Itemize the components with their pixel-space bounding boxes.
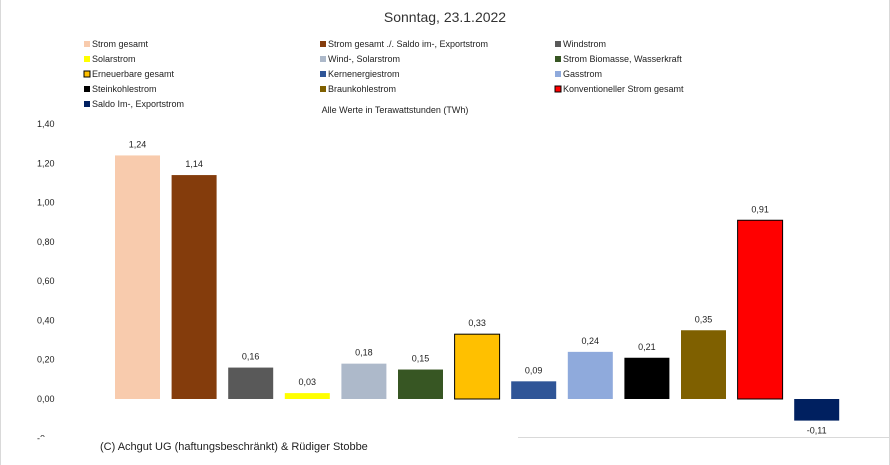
bar-strom-gesamt-saldo-im-exportstrom bbox=[171, 175, 217, 399]
legend-swatch bbox=[554, 85, 562, 93]
legend-item-wind-solarstrom: Wind-, Solarstrom bbox=[320, 54, 400, 64]
bars bbox=[115, 155, 840, 421]
bar-saldo-im-exportstrom bbox=[794, 399, 840, 421]
legend-swatch bbox=[84, 41, 90, 47]
bar-konventioneller-strom-gesamt bbox=[737, 219, 784, 400]
legend-swatch bbox=[320, 41, 326, 47]
data-label: 0,21 bbox=[638, 342, 656, 352]
data-label: 0,09 bbox=[525, 365, 543, 375]
y-tick-label: 0,80 bbox=[37, 237, 55, 247]
legend-label: Solarstrom bbox=[92, 54, 136, 64]
legend-label: Steinkohlestrom bbox=[92, 84, 157, 94]
legend-swatch bbox=[84, 56, 90, 62]
legend-swatch bbox=[320, 56, 326, 62]
bar-gasstrom bbox=[567, 351, 613, 399]
data-labels: 1,24 1,14 0,16 0,03 0,18 0,15 0,33 0,09 0,24 0,21… bbox=[129, 139, 827, 435]
legend-label: Konventioneller Strom gesamt bbox=[563, 84, 684, 94]
legend-item-strom-biomasse-wasserkraft: Strom Biomasse, Wasserkraft bbox=[555, 54, 682, 64]
data-label: 0,03 bbox=[299, 377, 317, 387]
bar-strom-biomasse-wasserkraft bbox=[398, 369, 443, 399]
y-tick-label: 1,40 bbox=[37, 119, 55, 129]
data-label: 0,91 bbox=[751, 204, 769, 214]
bar-erneuerbare-gesamt bbox=[454, 333, 501, 400]
bar-braunkohlestrom bbox=[681, 330, 726, 399]
legend-item-erneuerbare-gesamt: Erneuerbare gesamt bbox=[83, 69, 175, 79]
legend-swatch bbox=[555, 56, 561, 62]
y-tick-label: 0,20 bbox=[37, 355, 55, 365]
legend-swatch bbox=[320, 86, 326, 92]
bar-solarstrom bbox=[284, 393, 330, 399]
legend-label: Windstrom bbox=[563, 39, 606, 49]
y-tick-label: 1,20 bbox=[37, 158, 55, 168]
copyright-backdrop bbox=[40, 437, 518, 465]
legend-item-kernenergiestrom: Kernenergiestrom bbox=[320, 69, 400, 79]
legend: Strom gesamt Strom gesamt ./. Saldo im-, … bbox=[83, 39, 684, 109]
legend-item-strom-gesamt-saldo-im-exportstrom: Strom gesamt ./. Saldo im-, Exportstrom bbox=[320, 39, 488, 49]
data-label: -0,11 bbox=[807, 426, 827, 436]
legend-swatch bbox=[84, 101, 90, 107]
bar-windstrom bbox=[228, 367, 274, 399]
y-tick-label: 0,00 bbox=[37, 394, 55, 404]
bar-strom-gesamt bbox=[115, 155, 160, 399]
legend-label: Braunkohlestrom bbox=[328, 84, 396, 94]
legend-label: Saldo Im-, Exportstrom bbox=[92, 99, 184, 109]
legend-label: Strom Biomasse, Wasserkraft bbox=[563, 54, 682, 64]
legend-item-solarstrom: Solarstrom bbox=[84, 54, 136, 64]
legend-swatch bbox=[555, 41, 561, 47]
y-tick-label: 1,00 bbox=[37, 198, 55, 208]
data-label: 0,18 bbox=[355, 348, 373, 358]
legend-swatch bbox=[320, 71, 326, 77]
data-label: 0,35 bbox=[695, 314, 713, 324]
legend-label: Gasstrom bbox=[563, 69, 602, 79]
legend-label: Kernenergiestrom bbox=[328, 69, 400, 79]
legend-item-gasstrom: Gasstrom bbox=[555, 69, 602, 79]
legend-item-strom-gesamt: Strom gesamt bbox=[84, 39, 149, 49]
legend-swatch bbox=[83, 70, 91, 78]
legend-label: Strom gesamt ./. Saldo im-, Exportstrom bbox=[328, 39, 488, 49]
data-label: 0,15 bbox=[412, 354, 430, 364]
y-tick-label: 0,40 bbox=[37, 315, 55, 325]
legend-item-steinkohlestrom: Steinkohlestrom bbox=[84, 84, 157, 94]
legend-item-windstrom: Windstrom bbox=[555, 39, 606, 49]
data-label: 0,16 bbox=[242, 352, 260, 362]
chart-title: Sonntag, 23.1.2022 bbox=[384, 9, 506, 25]
legend-item-braunkohlestrom: Braunkohlestrom bbox=[320, 84, 396, 94]
legend-item-saldo-im-exportstrom: Saldo Im-, Exportstrom bbox=[84, 99, 184, 109]
legend-swatch bbox=[555, 71, 561, 77]
data-label: 0,33 bbox=[468, 318, 486, 328]
legend-item-konventioneller-strom-gesamt: Konventioneller Strom gesamt bbox=[554, 84, 684, 94]
bar-wind-solarstrom bbox=[341, 363, 387, 399]
data-label: 0,24 bbox=[582, 336, 600, 346]
units-note: Alle Werte in Terawattstunden (TWh) bbox=[322, 105, 469, 115]
copyright-text: (C) Achgut UG (haftungsbeschränkt) & Rüd… bbox=[100, 441, 368, 453]
legend-swatch bbox=[84, 86, 90, 92]
legend-label: Erneuerbare gesamt bbox=[92, 69, 175, 79]
y-tick-label: 0,60 bbox=[37, 276, 55, 286]
legend-label: Wind-, Solarstrom bbox=[328, 54, 400, 64]
legend-label: Strom gesamt bbox=[92, 39, 149, 49]
bar-kernenergiestrom bbox=[511, 381, 557, 399]
data-label: 1,24 bbox=[129, 139, 147, 149]
bar-steinkohlestrom bbox=[624, 357, 670, 399]
data-label: 1,14 bbox=[185, 159, 203, 169]
y-axis: 1,401,201,000,800,600,400,200,00-0, bbox=[37, 119, 55, 443]
